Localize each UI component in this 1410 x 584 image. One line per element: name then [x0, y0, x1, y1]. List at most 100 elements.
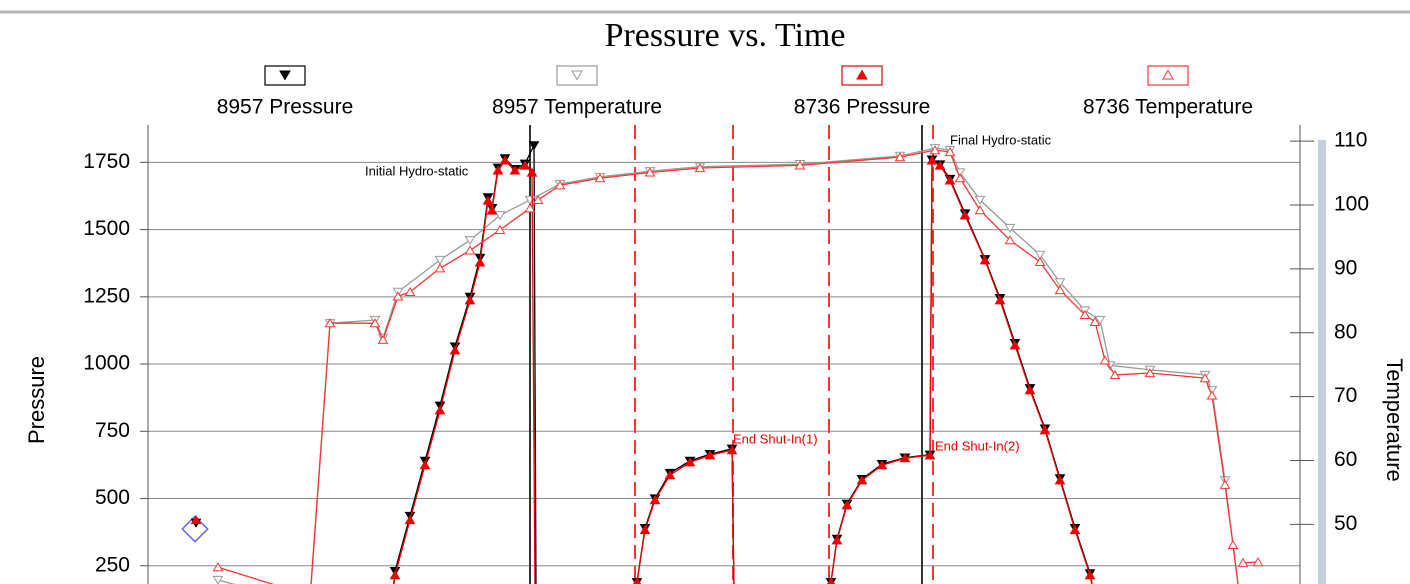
marker	[594, 173, 606, 183]
marker	[1079, 309, 1091, 320]
marker	[1094, 315, 1106, 326]
marker	[1054, 278, 1066, 288]
marker	[1009, 340, 1021, 350]
series-line	[393, 159, 1093, 584]
marker	[831, 535, 843, 545]
y2-tick-label: 80	[1334, 320, 1357, 343]
y2-tick-label: 60	[1334, 448, 1357, 471]
annotation: Initial Hydro-static	[365, 163, 469, 178]
marker	[419, 460, 431, 470]
marker	[632, 577, 642, 584]
marker	[1034, 256, 1046, 266]
marker	[212, 562, 224, 572]
legend-label: 8957 Pressure	[217, 96, 354, 119]
y-tick-label: 1250	[83, 284, 130, 307]
marker	[684, 457, 696, 467]
marker	[499, 155, 511, 165]
plot-area: 250 500 750 1000 1250 1500 1750 50 60 70 80 90 100 11…	[83, 125, 1369, 584]
y2-tick-label: 70	[1334, 384, 1357, 407]
marker	[492, 165, 504, 175]
marker	[1024, 385, 1036, 395]
y-tick-label: 1500	[83, 217, 130, 240]
marker	[974, 195, 986, 205]
marker	[377, 334, 389, 344]
marker	[944, 175, 956, 185]
marker	[524, 195, 536, 205]
marker	[392, 291, 404, 301]
marker	[926, 155, 938, 165]
marker	[794, 160, 806, 170]
marker	[924, 450, 936, 460]
annotation: End Shut-In(2)	[935, 438, 1020, 453]
marker	[1199, 373, 1211, 383]
marker	[1054, 284, 1066, 295]
marker	[1227, 539, 1239, 549]
marker	[934, 160, 946, 170]
marker	[1004, 235, 1016, 245]
marker	[1084, 570, 1096, 580]
marker	[389, 570, 401, 580]
y2-tick-label: 110	[1334, 129, 1367, 152]
marker	[894, 152, 906, 162]
marker	[434, 263, 446, 273]
marker	[464, 245, 476, 255]
y-tick-label: 750	[95, 419, 130, 442]
legend-symbol	[856, 69, 868, 80]
marker	[979, 255, 991, 265]
marker	[1237, 557, 1249, 567]
y2-tick-label: 50	[1334, 512, 1357, 535]
marker	[1004, 223, 1016, 234]
y2-axis-label: Temperature	[1382, 358, 1407, 482]
marker	[954, 173, 966, 183]
marker	[464, 236, 476, 246]
y2-tick-label: 100	[1334, 193, 1369, 216]
marker	[519, 160, 531, 170]
marker	[974, 205, 986, 215]
chart-title: Pressure vs. Time	[605, 17, 846, 54]
marker	[486, 205, 498, 215]
marker	[404, 515, 416, 525]
legend-symbol	[1162, 69, 1174, 80]
legend-symbol	[279, 70, 291, 81]
marker	[1054, 475, 1066, 485]
y-tick-label: 1750	[83, 150, 130, 173]
marker	[474, 257, 486, 267]
marker	[532, 194, 544, 205]
series-line	[217, 149, 1259, 584]
y-tick-label: 500	[95, 486, 130, 509]
y-tick-label: 250	[95, 553, 130, 576]
marker	[644, 167, 656, 177]
marker	[726, 445, 738, 455]
annotation: Final Hydro-static	[950, 132, 1052, 147]
y-axis-label: Pressure	[24, 356, 49, 444]
marker	[944, 146, 956, 157]
marker	[639, 524, 651, 535]
marker	[404, 286, 416, 297]
marker	[1039, 425, 1051, 435]
marker	[1099, 355, 1111, 365]
marker	[994, 295, 1006, 305]
marker	[526, 167, 538, 177]
marker	[856, 475, 868, 485]
annotation: End Shut-In(1)	[733, 431, 818, 446]
marker	[899, 453, 911, 463]
legend-label: 8736 Temperature	[1083, 96, 1253, 119]
start-marker	[181, 515, 209, 543]
marker	[509, 165, 521, 175]
marker	[449, 345, 461, 355]
legend-label: 8736 Pressure	[794, 96, 931, 119]
marker	[482, 195, 494, 205]
marker	[212, 575, 224, 584]
marker	[494, 211, 506, 221]
marker	[524, 203, 536, 213]
marker	[1252, 557, 1264, 567]
marker	[464, 295, 476, 305]
series-line	[217, 147, 1239, 584]
marker	[876, 460, 888, 470]
marker	[434, 405, 446, 415]
marker	[704, 450, 716, 460]
y2-tick-label: 90	[1334, 256, 1357, 279]
marker	[1089, 316, 1101, 327]
marker	[528, 141, 540, 151]
